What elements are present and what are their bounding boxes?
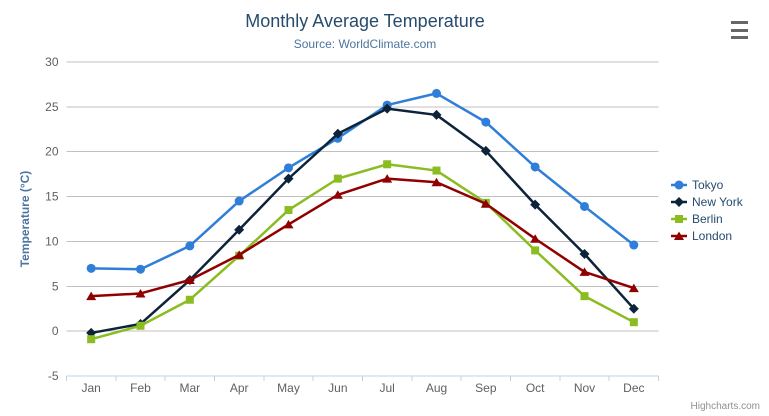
- legend-label: London: [692, 228, 733, 243]
- chart-title: Monthly Average Temperature: [245, 11, 485, 31]
- data-point-berlin[interactable]: [629, 318, 638, 327]
- data-point-london[interactable]: [382, 174, 393, 183]
- data-point-london[interactable]: [628, 283, 639, 293]
- data-point-london[interactable]: [332, 190, 343, 199]
- legend-item-new-york[interactable]: New York: [671, 193, 743, 210]
- legend-item-london[interactable]: London: [671, 227, 743, 244]
- x-tick-label: Jan: [81, 381, 100, 395]
- x-tick-label: Sep: [475, 381, 497, 395]
- x-tick-label: Mar: [179, 381, 200, 395]
- data-point-new-york[interactable]: [283, 173, 294, 184]
- triangle-marker-icon: [674, 231, 684, 240]
- data-point-berlin[interactable]: [333, 174, 342, 183]
- y-tick-label: 20: [45, 145, 59, 159]
- data-point-new-york[interactable]: [332, 128, 343, 139]
- highcharts-credit[interactable]: Highcharts.com: [690, 401, 760, 412]
- series-line-london: [89, 177, 636, 298]
- y-tick-label: 25: [45, 100, 59, 114]
- x-tick-label: Nov: [574, 381, 595, 395]
- data-point-tokyo[interactable]: [580, 201, 589, 211]
- circle-marker-icon: [671, 180, 687, 189]
- data-point-london[interactable]: [579, 267, 590, 276]
- data-point-tokyo[interactable]: [234, 196, 244, 206]
- data-point-tokyo[interactable]: [136, 264, 145, 274]
- data-point-london[interactable]: [135, 288, 146, 298]
- data-point-berlin[interactable]: [136, 321, 145, 330]
- data-point-london[interactable]: [480, 199, 491, 208]
- x-tick-label: Dec: [623, 381, 644, 395]
- hamburger-bar: [731, 28, 748, 32]
- data-point-tokyo[interactable]: [629, 240, 639, 250]
- y-tick-label: -5: [48, 369, 59, 383]
- square-marker-icon: [671, 214, 687, 223]
- data-point-new-york[interactable]: [382, 103, 393, 114]
- data-point-new-york[interactable]: [234, 224, 245, 235]
- series-line-tokyo: [89, 92, 636, 271]
- diamond-marker-icon: [671, 196, 687, 207]
- hamburger-bar: [731, 21, 748, 24]
- y-tick-label: 15: [45, 190, 59, 204]
- data-point-new-york[interactable]: [530, 199, 541, 210]
- y-tick-label: 10: [45, 234, 59, 248]
- legend-label: New York: [692, 194, 743, 209]
- y-tick-label: 0: [52, 324, 59, 338]
- data-point-london[interactable]: [86, 291, 97, 301]
- triangle-marker-icon: [671, 231, 687, 240]
- x-tick-label: Oct: [526, 381, 545, 395]
- series-line-new-york: [89, 107, 636, 335]
- x-tick-label: Feb: [130, 381, 151, 395]
- hamburger-bar: [731, 36, 748, 39]
- diamond-marker-icon: [674, 196, 684, 207]
- data-point-london[interactable]: [184, 275, 195, 285]
- data-point-berlin[interactable]: [432, 166, 441, 175]
- data-point-new-york[interactable]: [579, 248, 590, 259]
- data-point-berlin[interactable]: [531, 246, 540, 255]
- y-tick-label: 5: [52, 279, 59, 293]
- data-point-berlin[interactable]: [580, 292, 589, 301]
- data-point-london[interactable]: [234, 250, 245, 259]
- legend-label: Tokyo: [692, 177, 724, 192]
- data-point-berlin[interactable]: [87, 335, 96, 344]
- data-point-london[interactable]: [283, 219, 294, 229]
- data-point-london[interactable]: [431, 177, 442, 187]
- legend-label: Berlin: [692, 211, 723, 226]
- y-tick-label: 30: [45, 55, 59, 69]
- data-point-berlin[interactable]: [284, 206, 293, 215]
- x-tick-label: Aug: [426, 381, 447, 395]
- x-tick-label: Apr: [230, 381, 249, 395]
- data-point-berlin[interactable]: [383, 160, 392, 169]
- data-point-tokyo[interactable]: [284, 163, 293, 173]
- data-point-tokyo[interactable]: [432, 88, 441, 98]
- data-point-tokyo[interactable]: [86, 263, 96, 273]
- data-point-new-york[interactable]: [480, 145, 491, 156]
- hamburger-menu-icon[interactable]: [731, 20, 749, 40]
- data-point-new-york[interactable]: [628, 303, 639, 314]
- data-point-london[interactable]: [530, 234, 541, 243]
- legend-item-berlin[interactable]: Berlin: [671, 210, 743, 227]
- data-point-berlin[interactable]: [185, 295, 194, 304]
- data-point-new-york[interactable]: [431, 109, 442, 120]
- data-point-tokyo[interactable]: [185, 241, 195, 251]
- legend-item-tokyo[interactable]: Tokyo: [671, 176, 743, 193]
- data-point-tokyo[interactable]: [530, 162, 540, 172]
- square-marker-icon: [675, 214, 683, 223]
- circle-marker-icon: [674, 180, 684, 189]
- chart-subtitle: Source: WorldClimate.com: [293, 37, 437, 51]
- series-line-berlin: [89, 163, 636, 341]
- x-tick-label: Jun: [328, 381, 347, 395]
- x-tick-label: May: [277, 381, 300, 395]
- x-tick-label: Jul: [379, 381, 394, 395]
- data-point-tokyo[interactable]: [481, 117, 491, 127]
- legend: Tokyo New York Berlin London: [671, 176, 743, 244]
